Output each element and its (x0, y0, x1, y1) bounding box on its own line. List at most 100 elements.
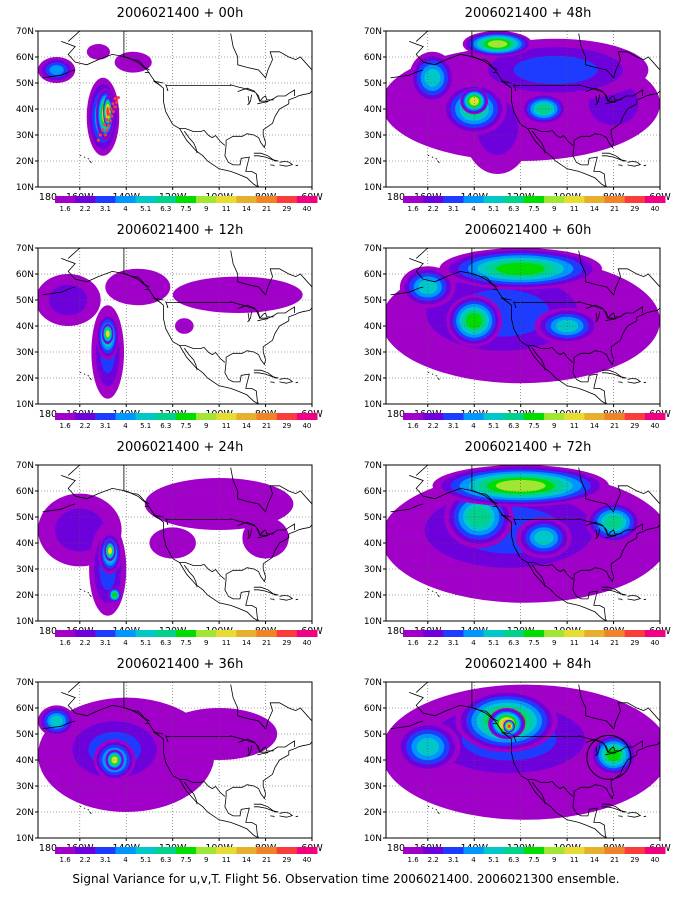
colorbar-label: 5.1 (488, 856, 499, 864)
colorbar-swatch (503, 630, 525, 637)
gridlines (38, 465, 312, 621)
map-plot: 10N20N30N40N50N60N70N180160W140W120W100W… (16, 27, 324, 213)
lat-tick-label: 40N (16, 756, 34, 766)
coastlines (42, 248, 312, 404)
colorbar-label: 6.3 (160, 205, 171, 213)
contour-level-5 (467, 507, 490, 527)
colorbar-label: 11 (222, 422, 231, 430)
colorbar-label: 9 (552, 422, 556, 430)
observation-marker (105, 128, 109, 132)
colorbar-swatch (175, 196, 197, 203)
lat-tick-label: 40N (364, 756, 382, 766)
colorbar-label: 5.1 (488, 639, 499, 647)
colorbar-swatch (503, 847, 525, 854)
colorbar-swatch (55, 196, 76, 203)
colorbar-label: 21 (610, 639, 619, 647)
colorbar-swatch (403, 413, 424, 420)
lat-tick-label: 40N (364, 105, 382, 115)
map-plot: 10N20N30N40N50N60N70N180160W140W120W100W… (16, 244, 324, 430)
map-panel-00h: 2006021400 + 00h 10N 20N 30N 40N 50N 60N 70N 180… (16, 6, 330, 213)
colorbar-swatch (523, 196, 545, 203)
lat-tick-label: 60N (16, 487, 34, 497)
observation-marker (96, 138, 100, 142)
colorbar-label: 1.6 (408, 422, 420, 430)
colorbar-swatch (503, 413, 525, 420)
colorbar-swatch (75, 630, 96, 637)
contour-level-6 (112, 592, 117, 598)
lat-tick-label: 50N (364, 730, 382, 740)
colorbar-label: 5.1 (488, 205, 499, 213)
lat-tick-label: 30N (364, 782, 382, 792)
colorbar-label: 7.5 (528, 422, 539, 430)
colorbar-label: 2.2 (80, 639, 91, 647)
colorbar-swatch (115, 847, 137, 854)
coastlines (42, 465, 312, 621)
colorbar-swatch (135, 413, 157, 420)
map-panel-60h: 2006021400 + 60h 10N 20N 30N 40N 50N 60N 70N 180… (364, 223, 678, 430)
contour-level-0 (172, 276, 303, 313)
lat-tick-label: 60N (16, 270, 34, 280)
colorbar-swatch (624, 196, 646, 203)
colorbar-swatch (296, 630, 318, 637)
colorbar-swatch (403, 196, 424, 203)
colorbar-swatch (564, 630, 585, 637)
lat-tick-label: 70N (364, 678, 382, 688)
lat-tick-label: 60N (364, 704, 382, 714)
colorbar-label: 40 (302, 639, 311, 647)
coastlines (390, 682, 660, 838)
colorbar-label: 4 (123, 856, 128, 864)
colorbar-swatch (216, 847, 237, 854)
lat-tick-label: 20N (16, 374, 34, 384)
colorbar-label: 2.2 (428, 422, 439, 430)
colorbar-label: 21 (610, 856, 619, 864)
lat-tick-label: 20N (364, 157, 382, 167)
gridlines (386, 248, 660, 404)
colorbar-swatch (155, 630, 177, 637)
colorbar-swatch (463, 630, 485, 637)
colorbar-label: 5.1 (140, 856, 151, 864)
lon-tick-label: 180 (387, 409, 405, 420)
colorbar-swatch (544, 847, 565, 854)
colorbar-label: 7.5 (528, 205, 539, 213)
colorbar-label: 5.1 (140, 205, 151, 213)
colorbar-label: 9 (552, 205, 556, 213)
colorbar-swatch (155, 847, 177, 854)
colorbar-label: 5.1 (488, 422, 499, 430)
lon-tick-label: 180 (39, 626, 57, 637)
lat-tick-label: 40N (364, 539, 382, 549)
map-plot: 10N20N30N40N50N60N70N180160W140W120W100W… (364, 27, 672, 213)
colorbar-swatch (423, 847, 444, 854)
colorbar-label: 6.3 (508, 639, 519, 647)
colorbar-label: 29 (630, 422, 639, 430)
lat-tick-label: 40N (364, 322, 382, 332)
verification-circle (586, 734, 632, 780)
colorbar-swatch (115, 413, 137, 420)
colorbar-swatch (276, 630, 298, 637)
contour-level-3 (49, 65, 64, 75)
colorbar-label: 9 (204, 205, 208, 213)
colorbar-label: 11 (570, 205, 579, 213)
colorbar-swatch (75, 847, 96, 854)
colorbar-label: 11 (570, 856, 579, 864)
map-panel-36h: 2006021400 + 36h 10N 20N 30N 40N 50N 60N 70N 180… (16, 657, 330, 864)
colorbar-swatch (483, 847, 505, 854)
colorbar-swatch (95, 413, 116, 420)
colorbar-swatch (584, 630, 606, 637)
colorbar-swatch (523, 630, 545, 637)
observation-marker (105, 117, 109, 121)
contour-level-11 (507, 724, 511, 728)
colorbar-swatch (236, 196, 258, 203)
panel-title: 2006021400 + 36h (116, 657, 244, 672)
colorbar-swatch (483, 630, 505, 637)
colorbar-label: 1.6 (408, 856, 420, 864)
colorbar-label: 7.5 (180, 856, 191, 864)
colorbar-swatch (196, 847, 217, 854)
colorbar-swatch (483, 196, 505, 203)
colorbar-swatch (135, 196, 157, 203)
colorbar-label: 40 (302, 422, 311, 430)
colorbar-label: 4 (471, 639, 476, 647)
colorbar-swatch (236, 413, 258, 420)
colorbar: 1.6 2.2 3.1 4 5.1 6.3 7.5 9 11 14 21 29 40 (55, 847, 318, 864)
contour-level-0 (105, 268, 171, 306)
colorbar-label: 11 (570, 639, 579, 647)
